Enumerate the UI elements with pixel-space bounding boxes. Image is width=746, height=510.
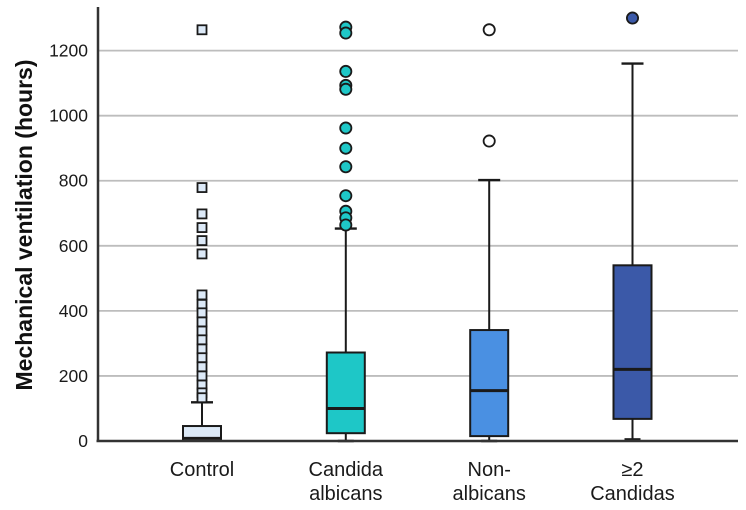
- x-category-label: albicans: [453, 483, 526, 505]
- x-category-label: Non-: [468, 459, 511, 481]
- outlier-square-marker: [196, 307, 208, 319]
- box: [612, 264, 653, 420]
- outlier-circle-marker: [339, 141, 353, 155]
- outlier-circle-marker: [339, 82, 353, 96]
- outlier-circle-marker: [339, 189, 353, 203]
- outlier-square-marker: [196, 325, 208, 337]
- outlier-square-marker: [196, 182, 208, 193]
- x-category-label: Control: [170, 459, 234, 481]
- outlier-square-marker: [196, 248, 208, 260]
- outlier-square-marker: [196, 235, 208, 246]
- outlier-circle-marker: [339, 160, 353, 174]
- outlier-square-marker: [196, 316, 208, 328]
- outlier-square-marker: [196, 343, 208, 355]
- outlier-square-marker: [196, 24, 208, 36]
- outlier-square-marker: [196, 352, 208, 364]
- y-tick-label: 1000: [49, 106, 88, 126]
- outlier-square-marker: [196, 392, 208, 404]
- x-category-label: ≥2: [621, 459, 643, 481]
- x-category-label: Candidas: [590, 483, 675, 505]
- y-axis-title: Mechanical ventilation (hours): [11, 59, 37, 391]
- y-tick-label: 800: [59, 171, 88, 191]
- outlier-square-marker: [196, 370, 208, 382]
- y-tick-label: 200: [59, 366, 88, 386]
- outlier-circle-marker: [339, 121, 353, 135]
- outlier-circle-marker: [626, 11, 640, 25]
- box: [325, 351, 366, 435]
- x-category-label: Candida: [309, 459, 384, 481]
- y-tick-label: 0: [78, 431, 88, 451]
- outlier-square-marker: [196, 334, 208, 346]
- outlier-square-marker: [196, 222, 208, 233]
- y-tick-label: 1200: [49, 41, 88, 61]
- y-tick-label: 400: [59, 301, 88, 321]
- box: [469, 329, 510, 438]
- outlier-square-marker: [196, 361, 208, 373]
- x-category-label: albicans: [309, 483, 382, 505]
- outlier-square-marker: [196, 208, 208, 220]
- outlier-circle-marker: [339, 26, 353, 40]
- outlier-circle-marker: [482, 23, 496, 37]
- y-tick-label: 600: [59, 236, 88, 256]
- outlier-square-marker: [196, 289, 208, 301]
- outlier-circle-marker: [339, 218, 353, 232]
- outlier-circle-marker: [339, 64, 353, 78]
- outlier-circle-marker: [482, 134, 496, 148]
